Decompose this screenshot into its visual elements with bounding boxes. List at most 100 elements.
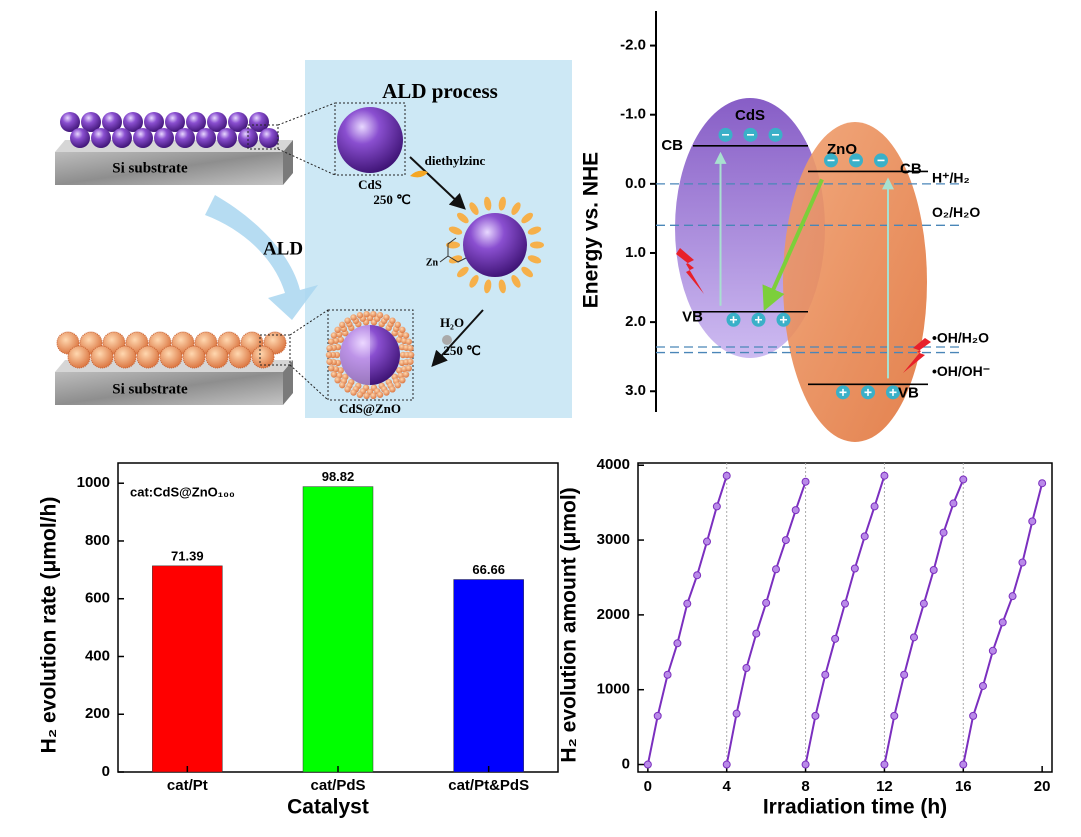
shell-grain bbox=[339, 381, 346, 389]
bar bbox=[152, 565, 223, 773]
particle bbox=[259, 128, 279, 148]
ligand bbox=[457, 266, 469, 278]
vb-label: VB bbox=[898, 384, 919, 401]
hole-sign bbox=[780, 316, 787, 324]
point bbox=[643, 760, 652, 769]
point bbox=[683, 599, 692, 608]
point bbox=[772, 565, 780, 574]
y-tick-label: 800 bbox=[85, 532, 110, 549]
y-tick-label: 0 bbox=[622, 755, 630, 772]
ald-arrow bbox=[205, 195, 318, 320]
point bbox=[929, 565, 938, 574]
redox-label: •OH/OH⁻ bbox=[932, 363, 990, 379]
semiconductor bbox=[783, 122, 927, 442]
band-diagram: -2.0 -1.0 0.0 1.0 2.0 3.0 Energy vs. NHE H⁺/H₂ O… bbox=[580, 11, 990, 442]
shell-grain bbox=[407, 351, 415, 359]
x-tick-label: 12 bbox=[876, 778, 893, 795]
shell-grain bbox=[389, 317, 396, 324]
shell-grain bbox=[376, 312, 384, 319]
y-tick-label: 3000 bbox=[597, 531, 630, 548]
point bbox=[742, 664, 751, 673]
point bbox=[722, 471, 731, 480]
point bbox=[841, 599, 849, 608]
point bbox=[870, 502, 879, 511]
point bbox=[653, 711, 662, 720]
shell-grain bbox=[344, 317, 351, 324]
shell-grain bbox=[330, 332, 338, 339]
shell-grain bbox=[370, 310, 377, 318]
point bbox=[860, 532, 869, 541]
shell-grain bbox=[339, 321, 346, 329]
bar-chart: 0 200 400 600 800 1000 71.39 cat/Pt 98.82 cat/PdS… bbox=[38, 462, 559, 819]
cb-label: CB bbox=[900, 160, 922, 177]
particle bbox=[154, 128, 174, 148]
shell-grain bbox=[399, 376, 406, 384]
point bbox=[979, 681, 987, 690]
point bbox=[959, 760, 968, 769]
particle bbox=[207, 112, 227, 132]
hole-sign bbox=[889, 388, 897, 396]
shell-grain bbox=[356, 312, 364, 319]
y-tick-label: 4000 bbox=[597, 456, 630, 473]
point bbox=[850, 564, 859, 573]
hole-sign bbox=[730, 316, 737, 324]
point bbox=[1028, 517, 1037, 526]
x-tick-label: cat/Pt bbox=[167, 777, 208, 794]
y-tick-label: 2000 bbox=[597, 606, 630, 623]
y-tick-label: 0.0 bbox=[625, 175, 646, 192]
particle bbox=[159, 345, 183, 369]
particle bbox=[144, 112, 164, 132]
particle bbox=[251, 345, 275, 369]
ligand bbox=[530, 241, 544, 249]
water-label: H₂O bbox=[440, 315, 464, 330]
shell-grain bbox=[326, 358, 333, 365]
point bbox=[959, 475, 968, 484]
ligand bbox=[469, 202, 479, 215]
particle bbox=[249, 112, 269, 132]
shell-grain bbox=[363, 392, 370, 400]
ligand bbox=[511, 275, 521, 288]
particle bbox=[182, 345, 206, 369]
point bbox=[831, 634, 840, 643]
y-axis-title: Energy vs. NHE bbox=[580, 152, 603, 308]
point bbox=[801, 477, 810, 486]
shell-grain bbox=[337, 367, 344, 374]
y-tick-label: 2.0 bbox=[625, 313, 646, 330]
point bbox=[811, 711, 820, 720]
ligand bbox=[511, 202, 521, 215]
ald-schematic: ALD process Si substrate Si substrate Cd… bbox=[55, 60, 572, 418]
particle bbox=[228, 345, 252, 369]
shell-grain bbox=[383, 389, 390, 396]
particle bbox=[112, 128, 132, 148]
point bbox=[722, 760, 731, 769]
bar bbox=[302, 486, 374, 773]
particle bbox=[196, 128, 216, 148]
redox-label: •OH/H₂O bbox=[932, 330, 989, 346]
shell-grain bbox=[396, 336, 403, 343]
shell-grain bbox=[394, 321, 401, 329]
y-tick-label: 200 bbox=[85, 705, 110, 722]
particle bbox=[60, 112, 80, 132]
shell-grain bbox=[325, 351, 333, 359]
y-tick-label: 1.0 bbox=[625, 244, 646, 261]
particle bbox=[81, 112, 101, 132]
particle bbox=[186, 112, 206, 132]
point bbox=[919, 599, 928, 608]
y-tick-label: 400 bbox=[85, 647, 110, 664]
ligand bbox=[457, 212, 469, 224]
band-name: CdS bbox=[735, 107, 765, 124]
shell-grain bbox=[350, 314, 357, 321]
light bbox=[903, 338, 931, 373]
particle bbox=[238, 128, 258, 148]
shell-grain bbox=[383, 314, 390, 321]
point bbox=[998, 618, 1007, 627]
point bbox=[1038, 479, 1047, 488]
core-label: CdS bbox=[358, 177, 382, 192]
series-line bbox=[804, 475, 886, 765]
particle bbox=[70, 128, 90, 148]
point bbox=[693, 571, 702, 580]
point bbox=[880, 760, 889, 769]
cds-layer bbox=[60, 112, 279, 148]
point bbox=[673, 639, 682, 648]
